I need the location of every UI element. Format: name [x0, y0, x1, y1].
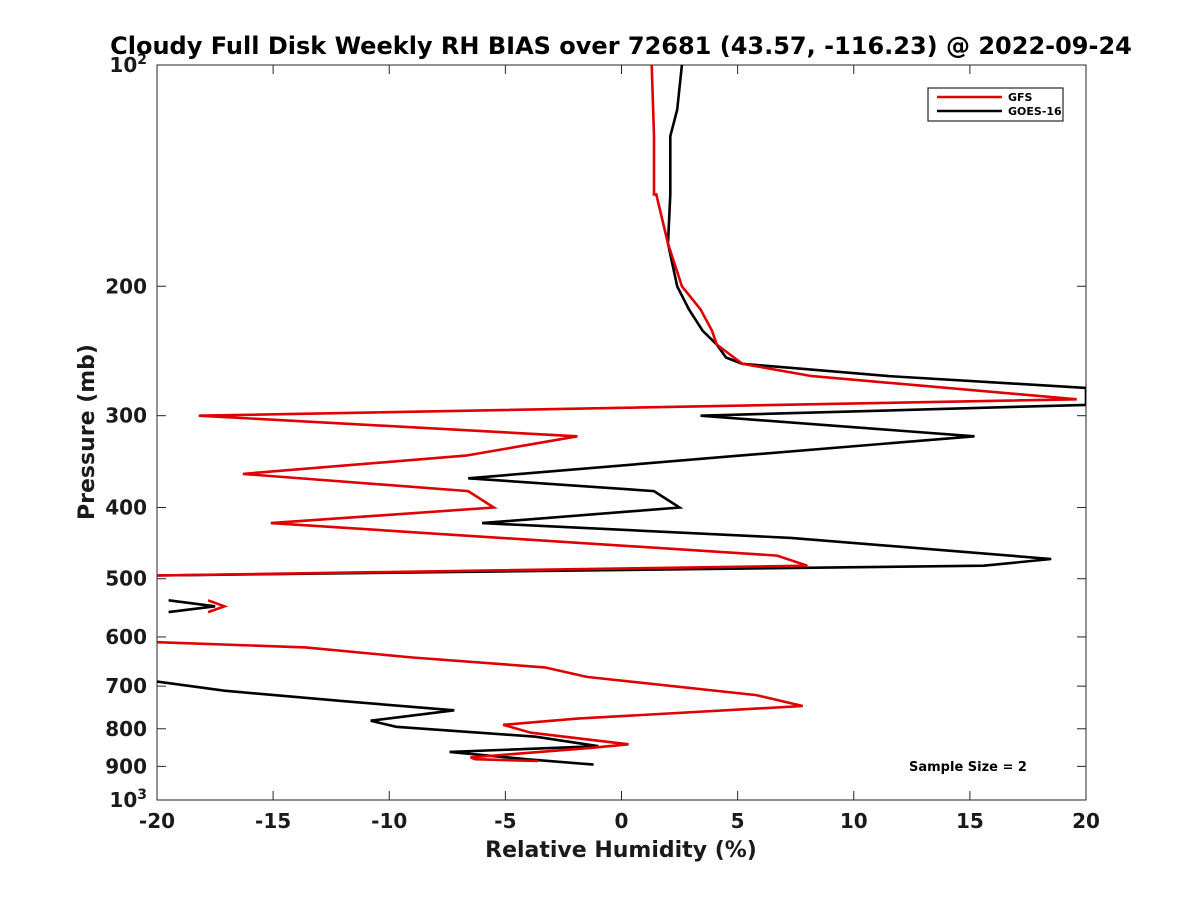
legend-goes16-label: GOES-16: [1008, 105, 1062, 118]
x-tick-label: 10: [840, 809, 868, 833]
series-layer: [157, 65, 1086, 766]
y-tick-label: 103: [109, 787, 147, 812]
y-tick-label: 600: [105, 625, 147, 649]
x-axis-ticks: -20 -15 -10 -5 0 5 10 15 20: [139, 65, 1100, 833]
x-tick-label: -15: [255, 809, 291, 833]
y-tick-label: 300: [105, 404, 147, 428]
legend-gfs-label: GFS: [1008, 91, 1033, 104]
x-tick-label: -20: [139, 809, 175, 833]
sample-size-annotation: Sample Size = 2: [909, 760, 1027, 775]
series-goes-16-line-2: [168, 599, 216, 614]
y-tick-label: 700: [105, 674, 147, 698]
y-tick-label: 200: [105, 274, 147, 298]
x-tick-label: 0: [615, 809, 629, 833]
x-tick-label: -10: [371, 809, 407, 833]
plot-area: [156, 64, 1087, 801]
legend: GFS GOES-16: [927, 87, 1064, 122]
x-tick-label: -5: [494, 809, 516, 833]
x-axis-label: Relative Humidity (%): [485, 838, 757, 863]
y-tick-label: 500: [105, 567, 147, 591]
series-gfs-line-1: [157, 65, 1077, 577]
x-tick-label: 15: [956, 809, 984, 833]
x-tick-label: 5: [731, 809, 745, 833]
chart-title: Cloudy Full Disk Weekly RH BIAS over 726…: [110, 32, 1132, 60]
series-goes-16-line-3: [157, 680, 599, 766]
y-tick-label: 900: [105, 754, 147, 778]
legend-box: [927, 87, 1064, 122]
y-tick-label: 800: [105, 717, 147, 741]
series-gfs-line-2: [207, 599, 229, 614]
series-goes-16-line-1: [157, 65, 1086, 577]
y-axis-label: Pressure (mb): [75, 344, 100, 520]
y-tick-label: 102: [109, 52, 147, 77]
x-tick-label: 20: [1072, 809, 1100, 833]
y-tick-label: 400: [105, 496, 147, 520]
series-gfs-line-3: [157, 640, 803, 763]
y-axis-ticks: 102 200 300 400 500 600 700 800 900 103: [105, 52, 1086, 812]
